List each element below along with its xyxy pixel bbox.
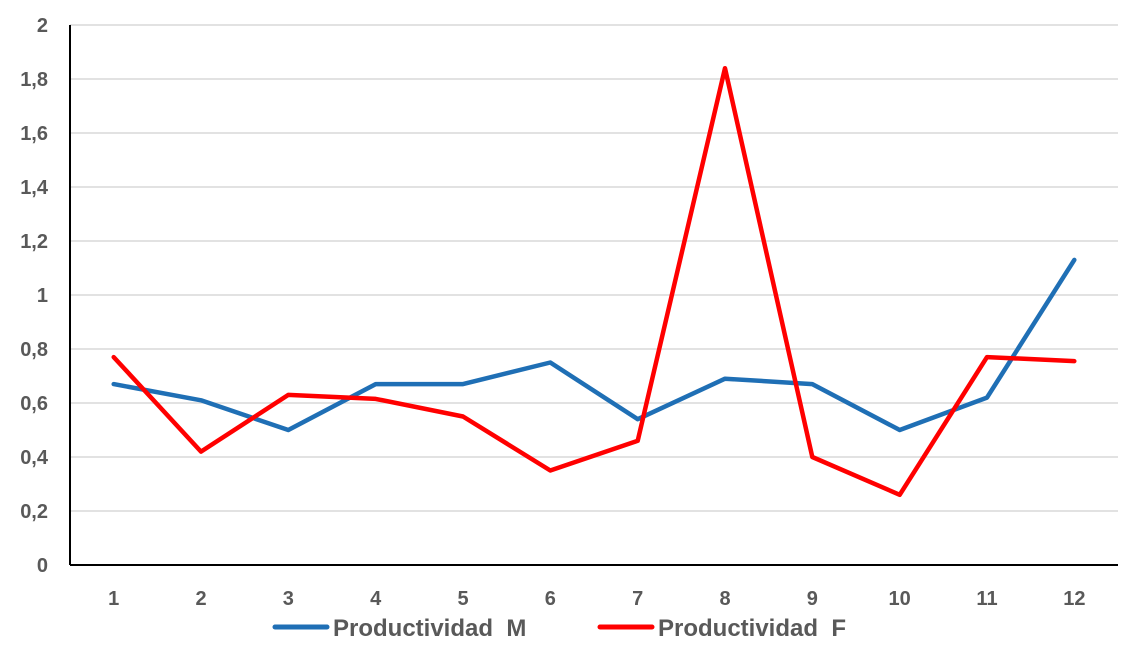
legend: Productividad M Productividad F <box>272 615 846 642</box>
series-lines <box>111 65 1077 498</box>
y-axis-ticks: 0 0,2 0,4 0,6 0,8 1 1,2 1,4 1,6 1,8 2 <box>20 15 49 577</box>
y-tick-label: 0,8 <box>20 339 48 361</box>
legend-item-1: Productividad M <box>272 615 526 642</box>
y-tick-label: 1,4 <box>20 177 49 199</box>
x-tick-label: 2 <box>195 588 206 610</box>
y-tick-label: 0,2 <box>20 501 48 523</box>
y-tick-label: 1,8 <box>20 69 48 91</box>
x-tick-label: 10 <box>889 588 911 610</box>
y-tick-label: 0 <box>37 555 48 577</box>
x-tick-label: 9 <box>807 588 818 610</box>
y-tick-label: 2 <box>37 15 48 37</box>
y-tick-label: 0,6 <box>20 393 48 415</box>
series-line-2 <box>111 65 1077 498</box>
legend-item-2: Productividad F <box>597 615 846 642</box>
x-axis-ticks: 1 2 3 4 5 6 7 8 9 10 11 12 <box>108 588 1085 610</box>
y-tick-label: 1,2 <box>20 231 48 253</box>
x-tick-label: 7 <box>632 588 643 610</box>
y-tick-label: 0,4 <box>20 447 49 469</box>
series-line-1 <box>111 257 1077 433</box>
x-tick-label: 1 <box>108 588 119 610</box>
x-tick-label: 11 <box>976 588 997 610</box>
x-tick-label: 8 <box>719 588 730 610</box>
legend-label: Productividad F <box>658 615 846 642</box>
x-tick-label: 12 <box>1063 588 1085 610</box>
x-tick-label: 3 <box>283 588 294 610</box>
x-tick-label: 4 <box>370 588 382 610</box>
y-tick-label: 1 <box>37 285 48 307</box>
x-tick-label: 5 <box>457 588 468 610</box>
x-tick-label: 6 <box>545 588 556 610</box>
y-tick-label: 1,6 <box>20 123 48 145</box>
gridlines <box>70 24 1118 512</box>
legend-label: Productividad M <box>333 615 526 642</box>
